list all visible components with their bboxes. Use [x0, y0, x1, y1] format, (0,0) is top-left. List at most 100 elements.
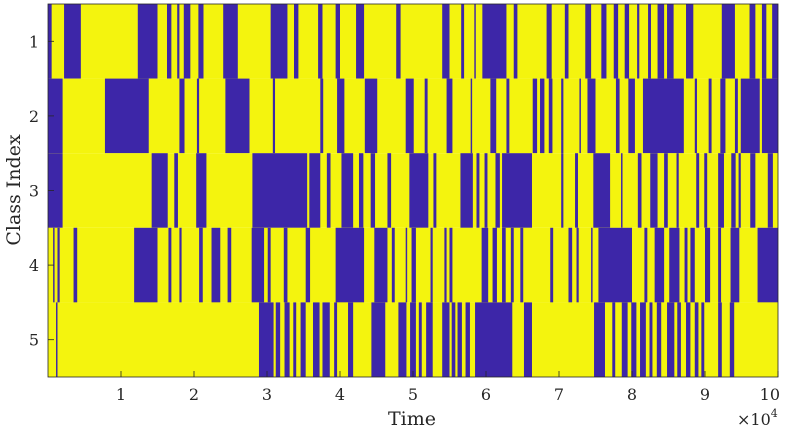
class-3-active-segment — [48, 153, 63, 228]
class-4-active-segment — [644, 227, 648, 303]
class-1-active-segment — [198, 4, 204, 79]
class-5-active-segment — [418, 302, 422, 377]
class-4-active-segment — [134, 227, 158, 303]
class-3-active-segment — [409, 153, 429, 228]
class-2-active-segment — [708, 78, 712, 154]
class-3-active-segment — [387, 153, 392, 228]
class-3-active-segment — [621, 153, 623, 228]
class-3-active-segment — [252, 153, 308, 228]
class-2-active-segment — [225, 78, 250, 154]
class-4-active-segment — [449, 227, 453, 303]
class-5-active-segment — [371, 302, 386, 377]
class-4-active-segment — [305, 227, 311, 303]
class-2-active-segment — [179, 78, 185, 154]
class-2-active-segment — [720, 78, 726, 154]
class-2-active-segment — [694, 78, 697, 154]
class-5-active-segment — [258, 302, 274, 377]
class-3-active-segment — [731, 153, 736, 228]
x-axis-exponent-base: ×10 — [737, 410, 771, 429]
class-2-active-segment — [196, 78, 200, 154]
class-5-active-segment — [275, 302, 281, 377]
class-4-active-segment — [199, 227, 203, 303]
x-tick-label: 8 — [627, 385, 637, 404]
y-axis-label: Class Index — [3, 134, 25, 246]
class-4-active-segment — [576, 227, 579, 303]
axis-labels: Time Class Index ×104 — [3, 134, 778, 430]
x-tick-label: 4 — [335, 385, 345, 404]
class-5-active-segment — [686, 302, 691, 377]
class-4-active-segment — [168, 227, 172, 303]
class-5-active-segment — [334, 302, 338, 377]
x-tick-label: 1 — [116, 385, 126, 404]
y-tick-label: 4 — [29, 256, 39, 275]
class-3-active-segment — [738, 153, 741, 228]
y-tick-label: 1 — [29, 32, 39, 51]
class-2-active-segment — [446, 78, 453, 154]
class-1-active-segment — [761, 4, 767, 79]
class-1-active-segment — [223, 4, 238, 79]
class-3-active-segment — [484, 153, 488, 228]
class-2-active-segment — [104, 78, 149, 154]
class-3-active-segment — [460, 153, 473, 228]
class-3-active-segment — [676, 153, 679, 228]
x-axis-label: Time — [388, 408, 436, 430]
class-1-active-segment — [721, 4, 735, 79]
class-4-active-segment — [179, 227, 182, 303]
class-5-active-segment — [293, 302, 297, 377]
class-1-active-segment — [294, 4, 299, 79]
class-1-active-segment — [686, 4, 694, 79]
class-2-active-segment — [405, 78, 414, 154]
class-5-active-segment — [631, 302, 637, 377]
class-3-active-segment — [696, 153, 700, 228]
class-4-active-segment — [405, 227, 408, 303]
class-3-active-segment — [495, 153, 500, 228]
class-5-active-segment — [442, 302, 450, 377]
y-tick-label: 2 — [29, 107, 39, 126]
class-4-active-segment — [690, 227, 695, 303]
class-4-active-segment — [502, 227, 506, 303]
class-5-active-segment — [594, 302, 605, 377]
class-3-active-segment — [370, 153, 376, 228]
class-1-active-segment — [461, 4, 465, 79]
class-5-active-segment — [465, 302, 470, 377]
class-5-active-segment — [426, 302, 433, 377]
class-5-active-segment — [640, 302, 646, 377]
class-5-active-segment — [284, 302, 290, 377]
y-tick-label: 3 — [29, 182, 39, 201]
class-5-active-segment — [621, 302, 628, 377]
class-1-active-segment — [546, 4, 552, 79]
class-5-active-segment — [649, 302, 653, 377]
class-1-active-segment — [137, 4, 158, 79]
class-4-active-segment — [718, 227, 722, 303]
class-2-active-segment — [615, 78, 620, 154]
class-2-active-segment — [490, 78, 497, 154]
class-4-active-segment — [591, 227, 593, 303]
class-1-active-segment — [356, 4, 365, 79]
class-4-active-segment — [598, 227, 632, 303]
class-2-active-segment — [272, 78, 276, 154]
class-1-active-segment — [166, 4, 172, 79]
class-4-active-segment — [757, 227, 778, 303]
class-1-active-segment — [396, 4, 401, 79]
class-4-active-segment — [492, 227, 497, 303]
class-4-active-segment — [684, 227, 688, 303]
class-1-active-segment — [177, 4, 180, 79]
x-tick-label: 6 — [481, 385, 491, 404]
class-3-active-segment — [704, 153, 708, 228]
class-4-active-segment — [227, 227, 232, 303]
class-1-active-segment — [637, 4, 640, 79]
class-1-active-segment — [624, 4, 630, 79]
class-5-active-segment — [457, 302, 462, 377]
class-2-active-segment — [337, 78, 345, 154]
class-3-active-segment — [502, 153, 532, 228]
class-5-active-segment — [410, 302, 416, 377]
class-3-active-segment — [309, 153, 321, 228]
class-4-active-segment — [481, 227, 489, 303]
axes: 1 2 3 4 5 1 2 3 4 5 6 7 8 9 10 — [29, 3, 780, 404]
x-axis-exponent: ×104 — [737, 407, 778, 429]
class-4-active-segment — [251, 227, 265, 303]
class-4-active-segment — [730, 227, 740, 303]
class-3-active-segment — [575, 153, 578, 228]
